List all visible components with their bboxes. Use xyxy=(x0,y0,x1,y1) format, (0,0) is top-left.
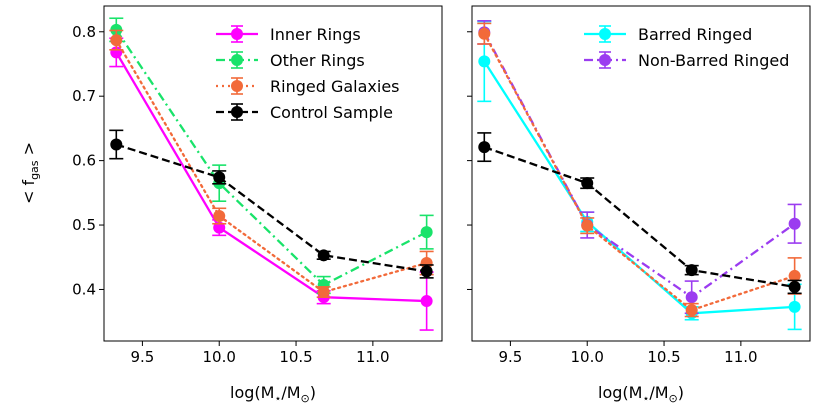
left-x-tick-label: 10.5 xyxy=(279,348,312,366)
left-series-line xyxy=(115,51,427,303)
left-series-layer xyxy=(109,17,434,331)
left-legend-label: Other Rings xyxy=(270,51,365,70)
left-y-tick-label: 0.7 xyxy=(72,87,96,105)
left-legend-marker xyxy=(231,106,243,118)
left-y-tick-label: 0.8 xyxy=(72,23,96,41)
left-legend-marker xyxy=(231,28,243,40)
right-data-point xyxy=(788,280,801,293)
left-series-3 xyxy=(109,29,434,299)
left-data-point xyxy=(213,171,226,184)
left-legend-entry: Other Rings xyxy=(216,51,365,70)
right-legend-marker xyxy=(599,28,611,40)
right-x-tick-label: 11.0 xyxy=(724,348,757,366)
left-data-point xyxy=(317,249,330,262)
left-data-point xyxy=(110,138,123,151)
right-legend-marker xyxy=(599,54,611,66)
right-legend-entry: Barred Ringed xyxy=(584,25,752,44)
right-series-line xyxy=(483,31,796,299)
left-series-line xyxy=(115,29,428,287)
left-data-point xyxy=(213,221,226,234)
right-data-point xyxy=(581,219,594,232)
left-x-tick-label: 10.0 xyxy=(203,348,236,366)
left-data-point xyxy=(420,257,433,270)
right-data-point xyxy=(478,55,491,68)
right-data-point xyxy=(581,177,594,190)
right-data-point xyxy=(685,291,698,304)
right-series-layer xyxy=(477,20,802,331)
left-ticks: 9.5 10.0 10.5 11.0 0.4 0.5 0.6 0.7 0.8 xyxy=(72,23,389,366)
left-legend-marker xyxy=(231,80,243,92)
right-panel: 9.5 10.0 10.5 11.0 Barred Ringed Non-Barred … xyxy=(467,5,811,405)
right-ticks: 9.5 10.0 10.5 11.0 xyxy=(467,31,758,366)
left-legend-entry: Ringed Galaxies xyxy=(216,77,400,96)
right-legend-label: Non-Barred Ringed xyxy=(638,51,789,70)
left-x-axis-label: log(M⋆/M⊙) xyxy=(230,383,316,405)
right-data-point xyxy=(685,304,698,317)
right-x-tick-label: 10.5 xyxy=(647,348,680,366)
left-legend-label: Control Sample xyxy=(270,103,393,122)
left-series-line xyxy=(115,143,427,273)
right-data-point xyxy=(788,269,801,282)
right-plot-frame xyxy=(471,5,811,342)
left-data-point xyxy=(213,210,226,223)
left-y-tick-label: 0.6 xyxy=(72,152,96,170)
right-data-point xyxy=(788,217,801,230)
left-data-point xyxy=(110,34,123,47)
y-axis-label: < fgas > xyxy=(19,142,41,204)
right-data-point xyxy=(478,27,491,40)
left-data-point xyxy=(420,226,433,239)
right-legend-entry: Non-Barred Ringed xyxy=(584,51,789,70)
right-series-4 xyxy=(477,132,802,295)
right-x-axis-label: log(M⋆/M⊙) xyxy=(598,383,684,405)
right-legend: Barred Ringed Non-Barred Ringed xyxy=(584,25,789,70)
right-series-line xyxy=(483,60,795,315)
right-x-tick-label: 9.5 xyxy=(498,348,522,366)
left-data-point xyxy=(420,265,433,278)
right-data-point xyxy=(788,300,801,313)
left-legend: Inner Rings Other Rings Ringed Galaxies Con… xyxy=(216,25,400,122)
left-legend-entry: Inner Rings xyxy=(216,25,361,44)
left-y-tick-label: 0.5 xyxy=(72,216,96,234)
left-x-tick-label: 9.5 xyxy=(130,348,154,366)
right-x-tick-label: 10.0 xyxy=(571,348,604,366)
left-legend-label: Ringed Galaxies xyxy=(270,77,400,96)
right-legend-label: Barred Ringed xyxy=(638,25,752,44)
right-series-line xyxy=(483,146,795,289)
left-data-point xyxy=(317,286,330,299)
left-series-line xyxy=(115,38,428,294)
left-x-tick-label: 11.0 xyxy=(356,348,389,366)
right-data-point xyxy=(478,141,491,154)
left-legend-marker xyxy=(231,54,243,66)
left-panel: 9.5 10.0 10.5 11.0 0.4 0.5 0.6 0.7 0.8 Inner Rin… xyxy=(19,5,443,405)
right-series-line xyxy=(483,32,796,312)
left-legend-label: Inner Rings xyxy=(270,25,361,44)
left-series-4 xyxy=(109,129,434,279)
left-data-point xyxy=(420,295,433,308)
left-legend-entry: Control Sample xyxy=(216,103,393,122)
left-y-tick-label: 0.4 xyxy=(72,280,96,298)
right-data-point xyxy=(685,264,698,277)
left-plot-frame xyxy=(103,5,443,342)
